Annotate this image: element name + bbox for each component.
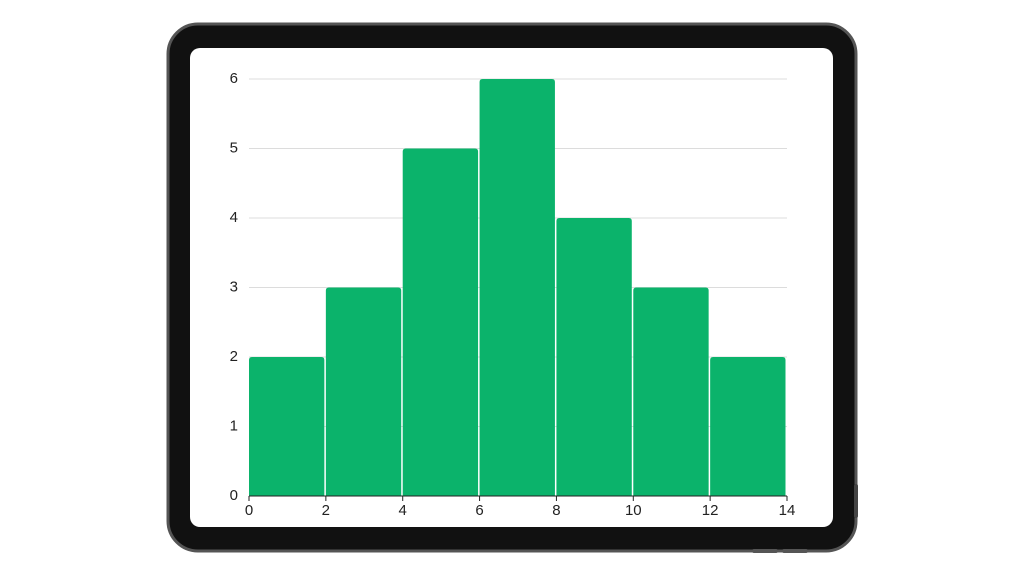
x-tick-label: 4 bbox=[399, 502, 407, 519]
bar bbox=[556, 218, 632, 496]
x-tick-label: 14 bbox=[779, 502, 796, 519]
y-tick-label: 3 bbox=[230, 278, 238, 295]
bottom-button bbox=[782, 549, 808, 553]
x-tick-label: 6 bbox=[475, 502, 483, 519]
bar bbox=[479, 79, 555, 496]
x-tick-label: 12 bbox=[702, 502, 719, 519]
side-button bbox=[854, 484, 858, 518]
bar bbox=[402, 148, 479, 496]
y-tick-label: 0 bbox=[230, 487, 238, 504]
x-tick-label: 10 bbox=[625, 502, 642, 519]
bar bbox=[249, 357, 325, 496]
y-tick-label: 2 bbox=[230, 348, 238, 365]
x-tick-label: 8 bbox=[552, 502, 560, 519]
bottom-button bbox=[752, 549, 778, 553]
x-tick-label: 0 bbox=[245, 502, 253, 519]
bar bbox=[710, 357, 786, 496]
y-tick-label: 6 bbox=[230, 70, 238, 87]
bar bbox=[325, 287, 402, 496]
y-tick-label: 1 bbox=[230, 417, 238, 434]
x-tick-label: 2 bbox=[322, 502, 330, 519]
y-tick-label: 5 bbox=[230, 139, 238, 156]
bar bbox=[633, 287, 709, 496]
y-tick-label: 4 bbox=[230, 209, 238, 226]
